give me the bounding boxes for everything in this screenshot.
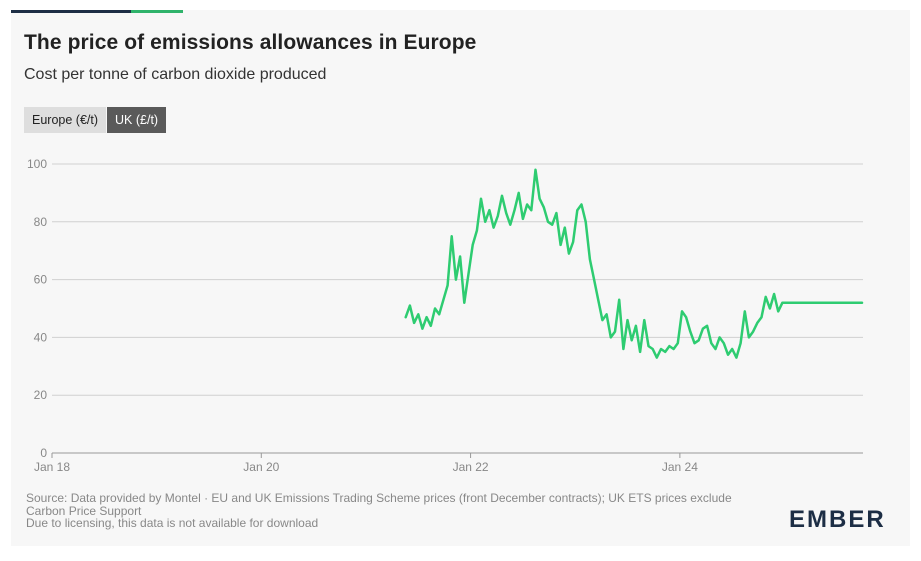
chart-title: The price of emissions allowances in Eur… (24, 31, 477, 54)
line-chart: 0 20 40 60 80 100 Jan 18 Jan 20 Jan 22 Jan 24 (27, 157, 864, 474)
y-tick-label: 20 (34, 388, 48, 402)
accent-bar-green (131, 10, 183, 13)
y-tick-label: 0 (40, 446, 47, 460)
x-tick-label: Jan 18 (34, 460, 70, 474)
source-line-1: Source: Data provided by Montel · EU and… (26, 491, 732, 518)
series-toggle-group: Europe (€/t) UK (£/t) (24, 107, 167, 133)
series-line-0 (404, 168, 864, 359)
y-tick-label: 40 (34, 330, 48, 344)
accent-bar-dark (11, 10, 131, 13)
x-tick-label: Jan 22 (453, 460, 489, 474)
x-axis: Jan 18 Jan 20 Jan 22 Jan 24 (34, 452, 863, 474)
y-axis-ticks: 0 20 40 60 80 100 (27, 157, 47, 460)
accent-bar (11, 10, 183, 13)
x-tick-label: Jan 20 (243, 460, 279, 474)
ember-logo: EMBER (789, 506, 886, 533)
source-line-2: Due to licensing, this data is not avail… (26, 516, 319, 530)
x-tick-label: Jan 24 (662, 460, 698, 474)
chart-card: The price of emissions allowances in Eur… (11, 10, 910, 546)
y-tick-label: 80 (34, 215, 48, 229)
chart-subtitle: Cost per tonne of carbon dioxide produce… (24, 66, 327, 83)
toggle-uk[interactable]: UK (£/t) (107, 107, 167, 133)
y-tick-label: 100 (27, 157, 47, 171)
grid-lines (52, 163, 863, 396)
y-tick-label: 60 (34, 273, 48, 287)
source-note: Source: Data provided by Montel · EU and… (26, 492, 746, 530)
toggle-europe[interactable]: Europe (€/t) (24, 107, 107, 133)
series-group (404, 168, 864, 359)
